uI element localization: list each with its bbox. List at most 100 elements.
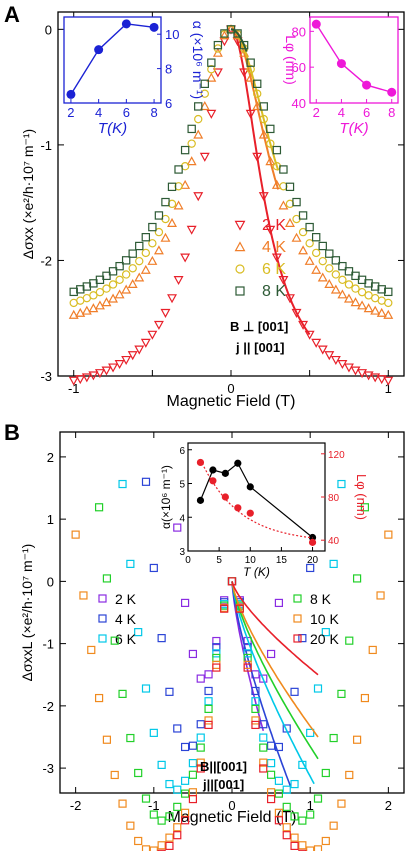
data-point <box>338 275 347 285</box>
data-point <box>279 182 288 191</box>
data-point <box>173 823 182 832</box>
data-point <box>153 245 164 255</box>
data-point <box>81 305 92 315</box>
data-point <box>167 217 177 227</box>
data-point <box>306 563 315 573</box>
data-point <box>259 764 268 773</box>
data-point <box>108 363 119 373</box>
data-point <box>345 636 354 645</box>
inset-lphi-point <box>308 538 317 546</box>
data-point <box>114 289 125 299</box>
data-point <box>376 307 387 317</box>
data-point <box>180 253 191 263</box>
data-point <box>290 812 299 821</box>
data-point <box>154 227 164 237</box>
data-point <box>352 574 362 583</box>
data-point <box>317 345 328 355</box>
fit-line <box>231 28 248 52</box>
inset-frame <box>187 442 326 552</box>
data-point <box>251 686 260 696</box>
data-point <box>383 309 394 319</box>
inset-lphi-point <box>234 504 242 512</box>
data-point <box>180 179 191 189</box>
data-point <box>94 503 104 512</box>
data-point <box>259 102 268 111</box>
data-point <box>204 720 213 730</box>
data-point <box>357 300 368 310</box>
y-tick-label: -3 <box>42 761 54 776</box>
data-point <box>114 360 125 370</box>
data-point <box>134 628 143 637</box>
data-point <box>68 309 79 319</box>
data-point <box>174 165 183 174</box>
data-point <box>89 291 98 300</box>
inset-x-tick-label: 2 <box>313 105 320 120</box>
fit-line <box>231 581 319 676</box>
data-point <box>274 776 284 785</box>
data-point <box>108 280 118 289</box>
series-8k <box>69 25 393 297</box>
data-point <box>165 779 174 789</box>
data-point <box>212 660 221 669</box>
data-point <box>304 330 315 340</box>
data-point <box>180 776 190 785</box>
data-point <box>118 799 127 808</box>
inset-y-tick-label: 10 <box>165 27 179 42</box>
x-axis-label: Magnetic Field (T) <box>168 809 297 826</box>
data-point <box>204 704 213 714</box>
annotation-field: B ⊥ [001] <box>230 319 288 334</box>
data-point <box>272 145 282 155</box>
data-point <box>135 241 144 251</box>
inset-point <box>336 59 346 69</box>
data-point <box>110 770 119 780</box>
data-point <box>282 831 291 840</box>
inset-lphi-point <box>196 458 205 467</box>
inset-line <box>315 23 392 93</box>
data-point <box>204 686 213 696</box>
data-point <box>194 102 203 111</box>
data-point <box>88 371 99 381</box>
data-point <box>69 287 78 297</box>
data-point <box>149 846 158 851</box>
data-point <box>212 663 221 672</box>
data-point <box>187 124 196 134</box>
data-point <box>173 523 182 532</box>
y-tick-label: 1 <box>47 512 54 527</box>
data-point <box>148 239 157 248</box>
inset-left-y-tick-label: 4 <box>179 513 185 524</box>
data-point <box>180 742 190 752</box>
data-point <box>207 65 216 74</box>
data-point <box>196 674 205 683</box>
data-point <box>318 256 327 266</box>
data-point <box>213 40 223 50</box>
data-point <box>227 577 237 586</box>
data-point <box>173 785 182 794</box>
x-tick-label: 1 <box>385 381 392 396</box>
inset-y-tick-label: 6 <box>165 96 172 111</box>
data-point <box>318 241 327 251</box>
data-point <box>325 264 334 273</box>
data-point <box>212 47 223 57</box>
data-point <box>118 479 127 489</box>
inset-point <box>94 45 104 55</box>
series-8k <box>94 503 370 825</box>
x-tick-label: 0 <box>227 381 234 396</box>
fit-line <box>231 581 292 788</box>
data-point <box>206 72 217 82</box>
legend-label: 4 K <box>262 239 286 256</box>
data-point <box>329 733 338 743</box>
data-point <box>350 366 361 376</box>
data-point <box>200 79 209 89</box>
data-point <box>337 289 348 299</box>
data-point <box>196 758 205 767</box>
inset-y-tick-label: 40 <box>292 96 306 111</box>
data-point <box>306 728 315 737</box>
inset-alpha-lphi: 0 5 10 15 20 3 4 5 6 40 80 120 T (K) α(×10⁶ m⁻¹) Lφ (n… <box>159 442 369 579</box>
inset-x-label: T (K) <box>243 565 270 579</box>
data-point <box>285 182 295 192</box>
x-axis-label: Magnetic Field (T) <box>167 393 296 410</box>
data-point <box>153 320 164 330</box>
inset-alpha-point <box>246 483 254 491</box>
data-point <box>285 217 295 227</box>
